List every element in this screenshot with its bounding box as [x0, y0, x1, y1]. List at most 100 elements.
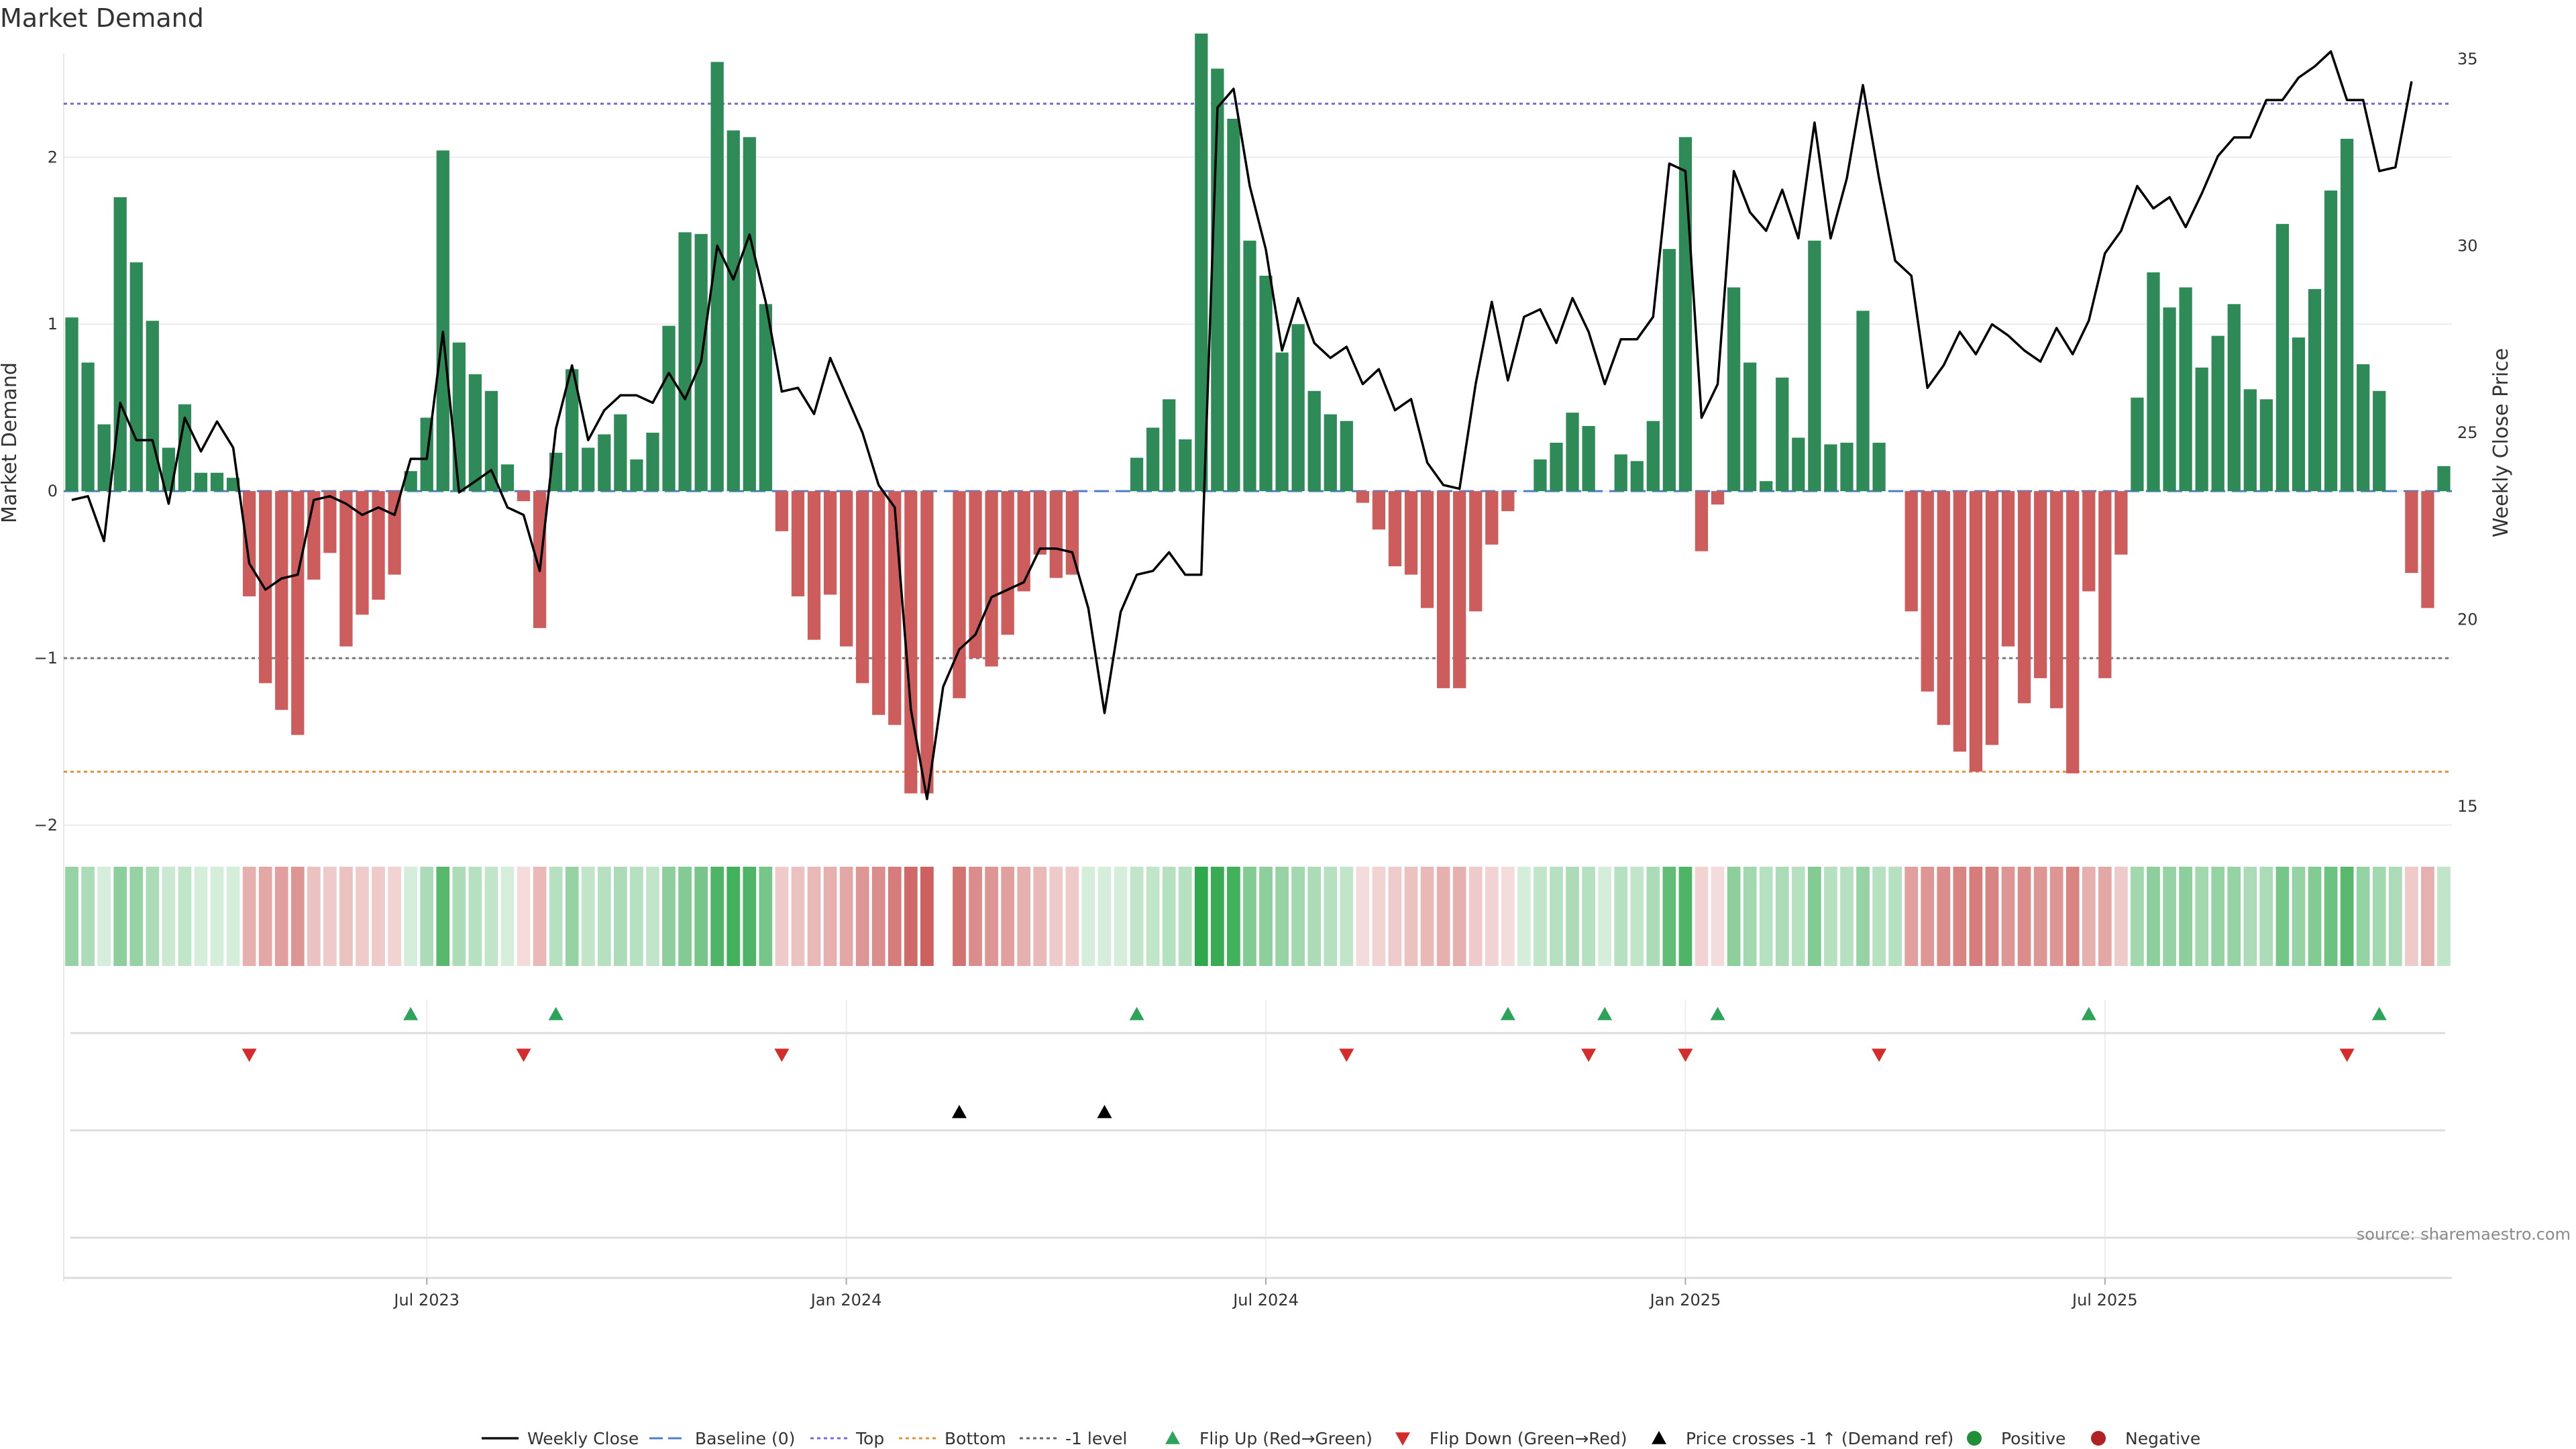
positive-demand-bar	[146, 321, 159, 492]
flip-up-marker	[1129, 1007, 1144, 1020]
flip-down-marker	[1678, 1049, 1693, 1062]
x-tick-label: Jul 2025	[2071, 1291, 2138, 1309]
strip-cell	[1582, 867, 1595, 966]
positive-demand-bar	[2243, 389, 2257, 492]
strip-cell	[2259, 867, 2273, 966]
positive-demand-bar	[2373, 390, 2386, 492]
strip-cell	[743, 867, 757, 966]
strip-cell	[2065, 867, 2080, 966]
right-tick-label: 25	[2457, 423, 2478, 442]
positive-demand-bar	[1776, 377, 1789, 492]
legend-label: Weekly Close	[527, 1429, 639, 1448]
negative-demand-bar	[1017, 491, 1030, 592]
negative-demand-bar	[388, 491, 401, 575]
strip-cell	[146, 867, 160, 966]
x-axis: Jul 2023 Jan 2024 Jul 2024 Jan 2025 Jul 2025	[392, 1278, 2138, 1309]
strip-cell	[2275, 867, 2290, 966]
flip-up-marker	[403, 1007, 419, 1020]
flip-up-marker	[2371, 1007, 2387, 1020]
negative-demand-bar	[1453, 491, 1466, 688]
legend-swatch-circle	[2091, 1431, 2106, 1446]
strip-cell	[1420, 867, 1434, 966]
negative-demand-bar	[2050, 491, 2063, 708]
demand-heat-strip	[65, 867, 2451, 966]
strip-cell	[775, 867, 789, 966]
positive-demand-bar	[226, 478, 240, 492]
strip-cell	[710, 867, 724, 966]
legend-swatch-triangle-up	[1165, 1431, 1180, 1444]
strip-cell	[1194, 867, 1208, 966]
legend-label: -1 level	[1065, 1429, 1127, 1448]
negative-demand-bar	[840, 491, 853, 647]
negative-demand-bar	[1372, 491, 1386, 530]
strip-cell	[1388, 867, 1402, 966]
strip-cell	[2421, 867, 2434, 966]
positive-demand-bar	[582, 447, 595, 492]
negative-demand-bar	[2114, 491, 2128, 555]
strip-cell	[1711, 867, 1725, 966]
strip-cell	[420, 867, 434, 966]
strip-cell	[1227, 867, 1240, 966]
strip-cell	[1097, 867, 1112, 966]
positive-demand-bar	[1307, 390, 1321, 492]
strip-cell	[1743, 867, 1757, 966]
strip-cell	[1695, 867, 1709, 966]
strip-cell	[210, 867, 224, 966]
strip-cell	[759, 867, 773, 966]
strip-cell	[2033, 867, 2047, 966]
source-note: source: sharemaestro.com	[2357, 1225, 2571, 1244]
positive-demand-bar	[129, 262, 143, 492]
right-tick-label: 15	[2457, 797, 2478, 816]
strip-cell	[65, 867, 78, 966]
strip-cell	[1065, 867, 1079, 966]
positive-demand-bar	[1872, 442, 1886, 492]
strip-cell	[274, 867, 288, 966]
flip-up-marker	[1500, 1007, 1515, 1020]
positive-demand-bar	[646, 433, 659, 492]
negative-demand-bar	[1953, 491, 1966, 752]
strip-cell	[1598, 867, 1612, 966]
positive-demand-bar	[2163, 307, 2176, 492]
strip-cell	[920, 867, 934, 966]
positive-demand-bar	[1291, 324, 1305, 492]
positive-demand-bar	[630, 459, 643, 492]
negative-demand-bar	[1049, 491, 1063, 578]
strip-cell	[1791, 867, 1805, 966]
positive-demand-bar	[1840, 442, 1854, 492]
strip-cell	[904, 867, 918, 966]
strip-cell	[1888, 867, 1902, 966]
strip-cell	[791, 867, 805, 966]
demand-bars	[65, 34, 2451, 794]
negative-demand-bar	[1420, 491, 1434, 608]
left-tick-label: 2	[48, 148, 58, 166]
x-tick-label: Jan 2024	[810, 1291, 882, 1309]
strip-cell	[372, 867, 385, 966]
strip-cell	[823, 867, 837, 966]
positive-demand-bar	[2308, 288, 2322, 492]
strip-cell	[290, 867, 305, 966]
positive-demand-bar	[1662, 249, 1676, 492]
positive-demand-bar	[2275, 223, 2290, 492]
strip-cell	[1534, 867, 1547, 966]
positive-demand-bar	[1646, 421, 1660, 492]
negative-demand-bar	[356, 491, 369, 615]
flip-up-marker	[2081, 1007, 2096, 1020]
positive-demand-bar	[162, 447, 175, 492]
strip-cell	[2195, 867, 2209, 966]
strip-cell	[452, 867, 466, 966]
strip-cell	[1146, 867, 1160, 966]
strip-cell	[2308, 867, 2322, 966]
negative-demand-bar	[1437, 491, 1450, 688]
positive-demand-bar	[2341, 138, 2354, 492]
x-tick-label: Jul 2023	[392, 1291, 460, 1309]
strip-cell	[307, 867, 321, 966]
positive-demand-bar	[1614, 454, 1627, 492]
strip-cell	[1372, 867, 1386, 966]
negative-demand-bar	[1033, 491, 1046, 555]
strip-cell	[1049, 867, 1063, 966]
strip-cell	[1017, 867, 1031, 966]
legend-swatch-circle	[1967, 1431, 1982, 1446]
strip-cell	[953, 867, 966, 966]
strip-cell	[388, 867, 401, 966]
strip-cell	[339, 867, 353, 966]
